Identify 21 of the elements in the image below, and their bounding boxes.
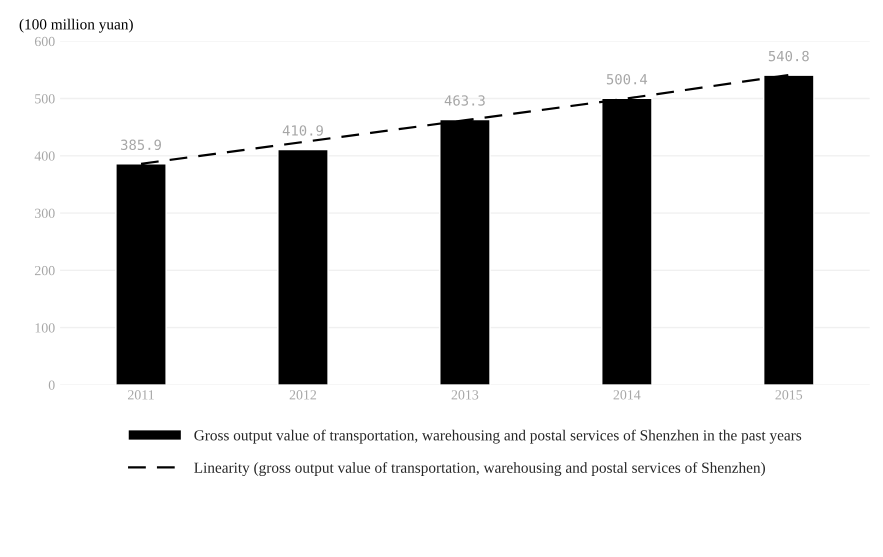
y-tick-label: 300 — [35, 208, 55, 218]
data-label: 463.3 — [444, 95, 485, 106]
data-label: 500.4 — [606, 74, 648, 84]
x-tick-label: 2012 — [290, 390, 316, 400]
y-tick-label: 600 — [34, 36, 55, 46]
y-tick-label: 200 — [34, 266, 55, 276]
data-label: 410.9 — [282, 125, 323, 136]
legend-label: Gross output value of transportation, warehousing and postal services of Shenzhen in the past years — [194, 430, 802, 444]
x-tick-label: 2011 — [128, 390, 154, 400]
x-tick-label: 2013 — [452, 390, 478, 400]
y-tick-label: 0 — [48, 380, 55, 390]
y-tick-label: 100 — [36, 323, 55, 333]
y-axis-title: (100 million yuan) — [20, 18, 133, 33]
x-tick-label: 2014 — [614, 390, 641, 400]
y-tick-label: 400 — [34, 151, 55, 161]
legend-label: Linearity (gross output value of transportation, warehousing and postal services of Shenzhen) — [194, 462, 765, 476]
data-label: 385.9 — [121, 140, 161, 150]
x-tick-label: 2015 — [776, 390, 802, 400]
y-tick-label: 500 — [35, 94, 55, 104]
bar — [277, 148, 329, 385]
data-label: 540.8 — [768, 50, 809, 62]
